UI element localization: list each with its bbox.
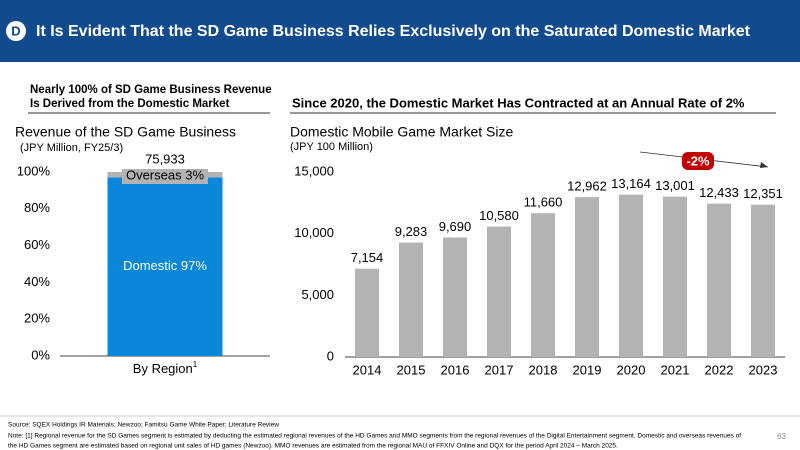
arrow-head: [760, 162, 768, 168]
bar: [619, 194, 643, 357]
value-label: 9,283: [395, 224, 428, 239]
x-tick-label: 2014: [353, 362, 382, 377]
bar: [707, 203, 731, 357]
page-number: 63: [777, 432, 786, 441]
chart-title: Revenue of the SD Game Business: [15, 124, 236, 140]
bar: [355, 268, 379, 357]
value-label: 10,580: [479, 208, 519, 223]
x-tick-label: 2021: [661, 362, 690, 377]
category: By Region: [133, 361, 193, 376]
value-label: 9,690: [439, 219, 472, 234]
bar: [751, 204, 775, 357]
y-tick-label: 80%: [24, 200, 50, 215]
note: Note: [1] Regional revenue for the SD Ga…: [8, 433, 741, 440]
header-badge: [6, 21, 26, 41]
total-label: 75,933: [145, 151, 185, 166]
left-heading: Nearly 100% of SD Game Business Revenue: [30, 84, 272, 96]
bar: [399, 242, 423, 357]
y-tick-label: 0%: [31, 347, 50, 362]
badge-letter: D: [11, 23, 20, 38]
note: the HD Games segment are estimated based…: [8, 443, 618, 450]
y-tick-label: 20%: [24, 311, 50, 326]
y-tick-label: 10,000: [294, 225, 334, 240]
x-tick-label: 2016: [441, 362, 470, 377]
chart-subtitle: (JPY Million, FY25/3): [20, 142, 123, 154]
value-label: 12,962: [567, 179, 607, 194]
x-tick-label: 2022: [705, 362, 734, 377]
bar: [575, 197, 599, 357]
bar: [663, 196, 687, 357]
right-heading: Since 2020, the Domestic Market Has Cont…: [292, 95, 745, 110]
value-label: 11,660: [524, 195, 563, 210]
value-label: 7,154: [351, 250, 384, 265]
value-label: Domestic 97%: [123, 258, 207, 273]
value-label: 13,001: [655, 178, 695, 193]
y-tick-label: 0: [327, 348, 334, 363]
left-heading: Is Derived from the Domestic Market: [30, 98, 230, 110]
x-tick-label: By Region1: [133, 360, 198, 376]
bar: [443, 237, 467, 357]
footnote-mark: 1: [193, 360, 198, 369]
header-bar: [0, 0, 800, 62]
x-tick-label: 2017: [485, 362, 514, 377]
value-label: Overseas 3%: [126, 167, 204, 182]
x-tick-label: 2020: [617, 362, 646, 377]
x-tick-label: 2019: [573, 362, 602, 377]
y-tick-label: 5,000: [301, 287, 334, 302]
chart-title: Domestic Mobile Game Market Size: [290, 124, 514, 140]
x-tick-label: 2023: [749, 362, 778, 377]
bar: [531, 213, 555, 357]
label-box: [122, 169, 208, 184]
chart-subtitle: (JPY 100 Million): [290, 141, 373, 153]
y-tick-label: 40%: [24, 274, 50, 289]
x-tick-label: 2015: [397, 362, 426, 377]
annotation-badge: [682, 152, 714, 170]
value-label: 12,351: [743, 186, 783, 201]
header-title: It Is Evident That the SD Game Business …: [36, 23, 751, 40]
y-tick-label: 100%: [17, 163, 51, 178]
source: Source: SQEX Holdings IR Materials; Newz…: [8, 422, 279, 429]
value-label: 13,164: [611, 176, 651, 191]
x-tick-label: 2018: [529, 362, 558, 377]
annotation: -2%: [686, 153, 710, 168]
bar-segment: [107, 177, 223, 356]
bar: [487, 226, 511, 357]
y-tick-label: 60%: [24, 237, 50, 252]
y-tick-label: 15,000: [294, 163, 334, 178]
value-label: 12,433: [699, 185, 739, 200]
